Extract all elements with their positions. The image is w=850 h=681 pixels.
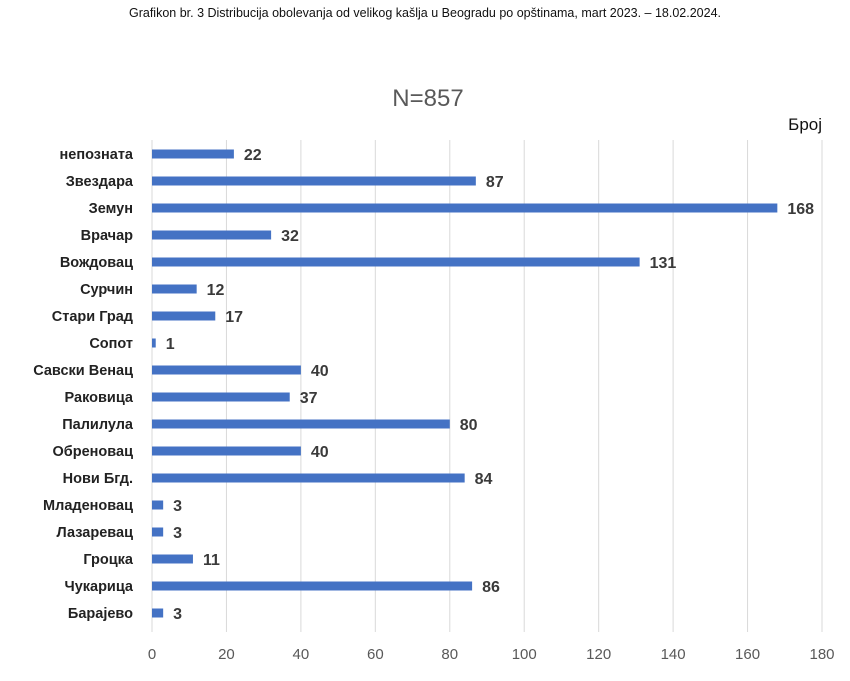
category-label: непозната bbox=[60, 147, 134, 163]
data-label: 84 bbox=[475, 471, 493, 488]
category-label: Чукарица bbox=[65, 579, 134, 595]
data-label: 12 bbox=[207, 282, 225, 299]
data-label: 87 bbox=[486, 174, 504, 191]
category-label: Земун bbox=[89, 201, 133, 217]
bar bbox=[152, 257, 640, 267]
data-label: 32 bbox=[281, 228, 299, 245]
bar bbox=[152, 473, 465, 483]
category-labels: непозната Звездара Земун Врачар Вождовац Сурч… bbox=[33, 147, 134, 622]
bar bbox=[152, 149, 234, 159]
data-label: 131 bbox=[650, 255, 677, 272]
x-tick-label: 40 bbox=[293, 646, 310, 663]
bar bbox=[152, 176, 476, 186]
bar bbox=[152, 311, 216, 321]
bar bbox=[152, 554, 193, 564]
bar bbox=[152, 608, 164, 618]
data-label: 40 bbox=[311, 363, 329, 380]
bar bbox=[152, 365, 301, 375]
category-label: Обреновац bbox=[53, 444, 134, 460]
x-tick-label: 20 bbox=[218, 646, 235, 663]
category-label: Лазаревац bbox=[57, 525, 134, 541]
category-label: Вождовац bbox=[60, 255, 133, 271]
x-tick-labels: 0 20 40 60 80 100 120 140 160 180 bbox=[148, 646, 835, 663]
figure-caption: Grafikon br. 3 Distribucija obolevanja o… bbox=[128, 6, 722, 20]
bar bbox=[152, 392, 290, 402]
x-tick-label: 160 bbox=[735, 646, 760, 663]
grid-lines bbox=[151, 140, 823, 632]
category-label: Савски Венац bbox=[33, 363, 133, 379]
bar bbox=[152, 203, 778, 213]
x-tick-label: 0 bbox=[148, 646, 156, 663]
x-axis-label: Број bbox=[788, 115, 822, 134]
bar bbox=[152, 419, 450, 429]
category-label: Палилула bbox=[62, 417, 134, 433]
x-tick-label: 140 bbox=[661, 646, 686, 663]
category-label: Врачар bbox=[81, 228, 134, 244]
data-label: 22 bbox=[244, 147, 262, 164]
data-label: 3 bbox=[173, 525, 182, 542]
category-label: Сопот bbox=[89, 336, 133, 352]
data-label: 40 bbox=[311, 444, 329, 461]
data-label: 86 bbox=[482, 579, 500, 596]
x-tick-label: 120 bbox=[586, 646, 611, 663]
bars bbox=[152, 149, 778, 618]
category-label: Барајево bbox=[68, 606, 133, 622]
category-label: Нови Бгд. bbox=[63, 471, 133, 487]
category-label: Раковица bbox=[65, 390, 134, 406]
x-tick-label: 60 bbox=[367, 646, 384, 663]
x-tick-label: 180 bbox=[809, 646, 834, 663]
data-label: 1 bbox=[166, 336, 175, 353]
data-label: 11 bbox=[203, 552, 220, 569]
bar bbox=[152, 527, 164, 537]
data-label: 3 bbox=[173, 606, 182, 623]
bar bbox=[152, 446, 301, 456]
category-label: Младеновац bbox=[43, 498, 133, 514]
data-label: 80 bbox=[460, 417, 478, 434]
category-label: Сурчин bbox=[80, 282, 133, 298]
bar bbox=[152, 284, 197, 294]
data-label: 37 bbox=[300, 390, 318, 407]
bar bbox=[152, 230, 272, 240]
bar bbox=[152, 338, 156, 348]
chart-title: N=857 bbox=[392, 85, 463, 112]
x-tick-label: 100 bbox=[512, 646, 537, 663]
x-tick-label: 80 bbox=[441, 646, 458, 663]
data-label: 3 bbox=[173, 498, 182, 515]
category-label: Стари Град bbox=[52, 309, 133, 325]
data-label: 17 bbox=[225, 309, 243, 326]
category-label: Гроцка bbox=[83, 552, 134, 568]
category-label: Звездара bbox=[66, 174, 134, 190]
bar bbox=[152, 500, 164, 510]
bar bbox=[152, 581, 473, 591]
data-label: 168 bbox=[787, 201, 814, 218]
